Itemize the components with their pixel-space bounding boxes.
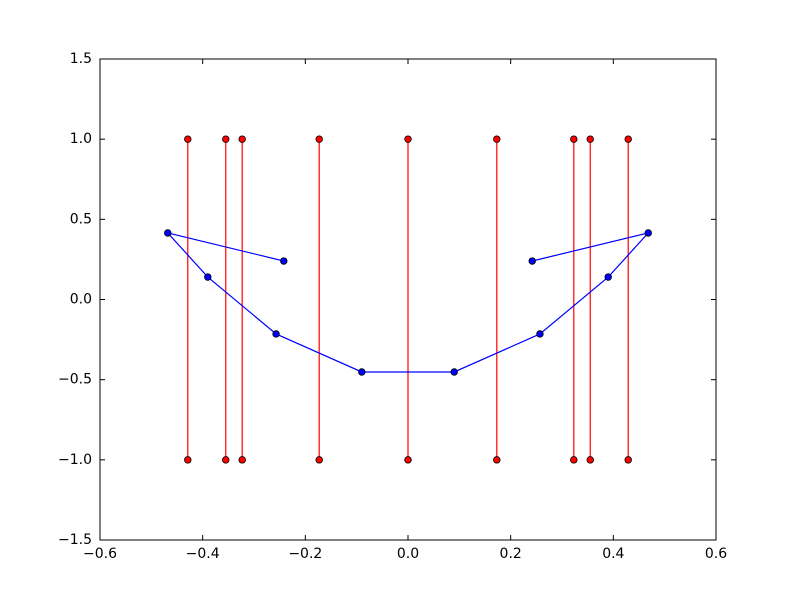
y-tick-label: −1.5 xyxy=(58,532,92,548)
x-tick-label: 0.6 xyxy=(705,546,727,562)
y-tick-label: 0.0 xyxy=(70,292,92,308)
marker xyxy=(222,456,230,464)
marker xyxy=(238,135,246,143)
series-line xyxy=(166,231,650,373)
marker xyxy=(184,456,192,464)
marker xyxy=(586,135,594,143)
marker xyxy=(404,135,412,143)
marker xyxy=(624,135,632,143)
marker xyxy=(493,135,501,143)
marker xyxy=(358,368,366,376)
marker xyxy=(570,135,578,143)
marker xyxy=(586,456,594,464)
marker xyxy=(315,456,323,464)
marker xyxy=(644,229,652,237)
marker xyxy=(222,135,230,143)
marker xyxy=(272,330,280,338)
y-tick-label: −1.0 xyxy=(58,452,92,468)
y-tick-label: 1.5 xyxy=(70,51,92,67)
x-tick-label: −0.6 xyxy=(83,546,117,562)
marker xyxy=(570,456,578,464)
y-tick-label: −0.5 xyxy=(58,372,92,388)
marker xyxy=(315,135,323,143)
marker xyxy=(404,456,412,464)
marker xyxy=(280,257,288,265)
marker xyxy=(528,257,536,265)
marker xyxy=(624,456,632,464)
marker xyxy=(536,330,544,338)
plot-frame xyxy=(99,58,717,541)
y-tick-label: 1.0 xyxy=(70,131,92,147)
marker xyxy=(450,368,458,376)
x-tick-label: −0.2 xyxy=(288,546,322,562)
marker xyxy=(204,273,212,281)
marker xyxy=(604,273,612,281)
marker xyxy=(164,229,172,237)
marker xyxy=(238,456,246,464)
x-tick-label: 0.4 xyxy=(602,546,624,562)
x-tick-label: 0.2 xyxy=(500,546,522,562)
marker xyxy=(493,456,501,464)
x-tick-label: −0.4 xyxy=(186,546,220,562)
marker xyxy=(184,135,192,143)
y-tick-label: 0.5 xyxy=(70,211,92,227)
x-tick-label: 0.0 xyxy=(397,546,419,562)
